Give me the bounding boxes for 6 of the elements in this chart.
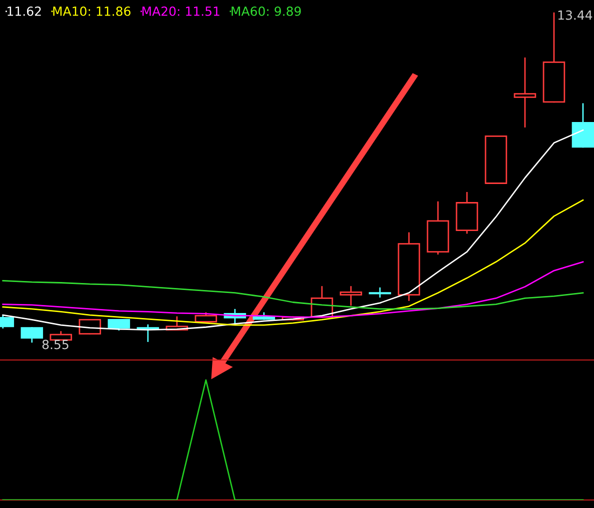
annotation: 8.55: [42, 340, 68, 350]
legend-label: MA60: 9.89: [232, 6, 301, 16]
legend-label: MA20: 11.51: [142, 6, 220, 16]
annotation: 13.44: [558, 10, 592, 20]
legend-label: 11.62: [8, 6, 41, 16]
legend-label: MA10: 11.86: [53, 6, 130, 16]
